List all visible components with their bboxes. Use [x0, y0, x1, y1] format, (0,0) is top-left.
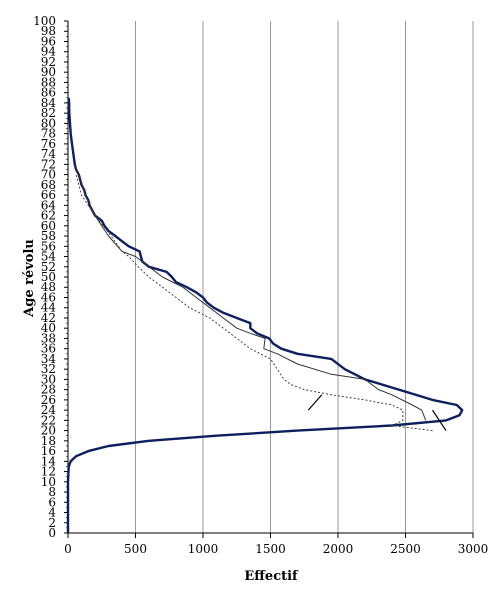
y-tick-label: 12 — [41, 465, 56, 479]
y-tick-label: 46 — [41, 290, 56, 304]
y-tick-label: 74 — [41, 147, 57, 161]
series-line-thin — [74, 164, 427, 421]
y-tick-label: 72 — [41, 157, 56, 171]
y-tick-label: 6 — [48, 495, 56, 509]
vertical-gridlines — [135, 21, 474, 533]
y-tick-label: 54 — [41, 250, 57, 264]
y-tick-label: 14 — [41, 454, 57, 468]
y-tick-label: 16 — [41, 444, 56, 458]
y-tick-label: 100 — [33, 14, 56, 28]
y-tick-label: 2 — [48, 516, 56, 530]
y-tick-label: 4 — [48, 506, 56, 520]
y-tick-label: 94 — [41, 45, 57, 59]
y-tick-label: 90 — [41, 65, 56, 79]
y-tick-label: 58 — [41, 229, 56, 243]
y-tick-label: 8 — [48, 485, 56, 499]
y-tick-label: 40 — [41, 321, 56, 335]
y-tick-label: 56 — [41, 239, 56, 253]
x-tick-label: 3000 — [458, 542, 489, 556]
annotation-lines — [307, 394, 447, 431]
y-tick-label: 24 — [41, 403, 57, 417]
data-series — [66, 97, 464, 533]
x-tick-label: 1000 — [188, 542, 219, 556]
y-tick-label: 32 — [41, 362, 56, 376]
y-tick-label: 64 — [41, 198, 57, 212]
y-tick-label: 18 — [41, 434, 56, 448]
x-tick-label: 2500 — [390, 542, 421, 556]
y-tick-label: 20 — [41, 424, 56, 438]
x-tick-label: 500 — [124, 542, 147, 556]
y-tick-label: 68 — [41, 178, 56, 192]
y-tick-label: 66 — [41, 188, 56, 202]
y-tick-label: 36 — [41, 342, 56, 356]
series-line-dotted — [75, 174, 433, 432]
y-tick-label: 50 — [41, 270, 56, 284]
y-tick-label: 76 — [41, 137, 56, 151]
y-tick-label: 30 — [41, 372, 56, 386]
y-tick-label: 0 — [48, 526, 56, 540]
y-tick-label: 52 — [41, 260, 56, 274]
y-tick-label: 96 — [41, 34, 56, 48]
y-tick-label: 84 — [41, 96, 57, 110]
y-tick-label: 10 — [41, 475, 56, 489]
axes — [64, 20, 474, 538]
y-tick-label: 38 — [41, 331, 56, 345]
x-tick-label: 0 — [64, 542, 72, 556]
series-line-thick — [66, 97, 464, 533]
y-tick-label: 44 — [41, 301, 57, 315]
y-tick-label: 62 — [41, 209, 56, 223]
x-tick-label: 2000 — [323, 542, 354, 556]
y-tick-label: 82 — [41, 106, 56, 120]
y-tick-label: 92 — [41, 55, 56, 69]
x-tick-label: 1500 — [255, 542, 286, 556]
annotation-line — [307, 394, 323, 411]
y-tick-label: 42 — [41, 311, 56, 325]
y-tick-labels: 0246810121416182022242628303234363840424… — [33, 14, 56, 540]
y-tick-label: 70 — [41, 168, 56, 182]
y-tick-label: 78 — [41, 127, 56, 141]
annotation-line — [431, 409, 447, 431]
x-tick-labels: 0 500 1000 1500 2000 2500 3000 — [64, 542, 488, 556]
y-tick-label: 98 — [41, 24, 56, 38]
y-tick-label: 88 — [41, 75, 56, 89]
y-tick-label: 86 — [41, 86, 56, 100]
y-tick-label: 28 — [41, 383, 56, 397]
y-tick-label: 48 — [41, 280, 56, 294]
y-tick-label: 80 — [41, 116, 56, 130]
y-tick-label: 26 — [41, 393, 56, 407]
y-tick-label: 60 — [41, 219, 56, 233]
y-tick-label: 34 — [41, 352, 57, 366]
x-axis-title: Effectif — [244, 569, 299, 584]
y-axis-title: Age révolu — [22, 239, 37, 318]
y-tick-label: 22 — [41, 413, 56, 427]
